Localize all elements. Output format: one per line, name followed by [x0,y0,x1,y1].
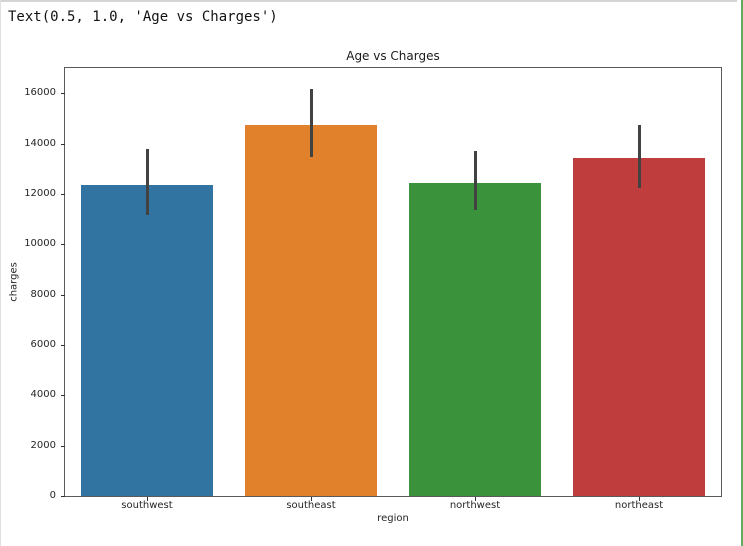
y-tick-label: 12000 [24,187,56,199]
x-tick-mark [147,497,148,501]
cell-active-indicator [741,0,743,546]
y-tick-label: 14000 [24,137,56,149]
x-tick-mark [639,497,640,501]
plot-area [64,67,722,497]
cell-output-text: Text(0.5, 1.0, 'Age vs Charges') [8,9,278,25]
cell-top-border [0,0,737,2]
x-tick-mark [475,497,476,501]
x-tick-label: northeast [614,500,664,511]
y-tick-label: 2000 [30,439,56,451]
x-tick-label: southwest [121,500,173,511]
x-tick-label: northwest [449,500,501,511]
chart-title: Age vs Charges [346,49,440,63]
y-tick-label: 10000 [24,238,56,250]
x-tick-label: southeast [286,500,336,511]
y-tick-label: 6000 [30,338,56,350]
y-tick-label: 0 [49,490,56,501]
y-axis-label: charges [8,262,20,302]
x-axis-label: region [377,513,409,524]
x-tick-mark [311,497,312,501]
y-tick-label: 4000 [30,389,56,401]
cell-left-border [0,0,1,546]
y-tick-label: 16000 [24,87,56,99]
